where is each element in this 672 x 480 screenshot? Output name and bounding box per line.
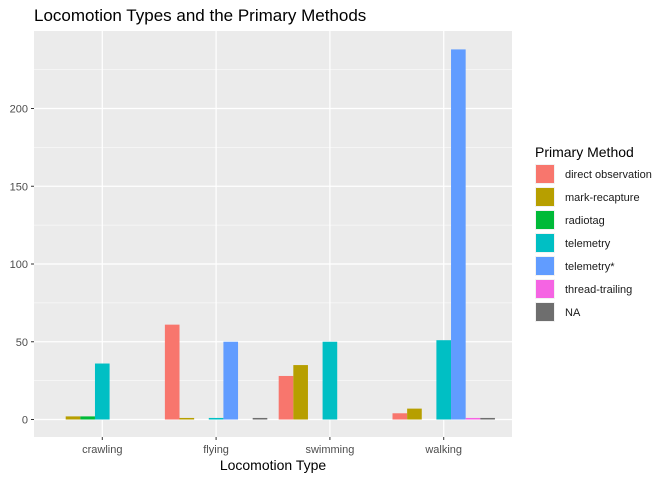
bar-crawling-radiotag xyxy=(80,416,95,420)
plot-panel xyxy=(34,31,512,437)
bar-flying-mark-recapture xyxy=(179,417,195,420)
chart-title: Locomotion Types and the Primary Methods xyxy=(34,6,366,25)
bar-walking-telemetry xyxy=(436,340,452,420)
bar-swimming-telemetry xyxy=(322,341,338,420)
legend-swatch-mark-recapture xyxy=(536,188,554,206)
legend-swatch-telemetry- xyxy=(536,257,554,275)
bar-walking-direct-observation xyxy=(392,413,408,420)
x-tick-label-swimming: swimming xyxy=(305,444,354,456)
legend-label: direct observation xyxy=(565,169,652,181)
y-tick-label: 200 xyxy=(10,104,28,116)
x-axis-title: Locomotion Type xyxy=(220,457,327,473)
bar-crawling-mark-recapture xyxy=(65,416,81,420)
x-tick-label-crawling: crawling xyxy=(82,444,122,456)
legend-swatch-thread-trailing xyxy=(536,280,554,298)
bar-swimming-direct-observation xyxy=(278,375,294,420)
legend-label: telemetry xyxy=(565,238,611,250)
bar-walking-telemetry- xyxy=(451,49,466,420)
y-tick-label: 150 xyxy=(10,181,28,193)
bar-flying-direct-observation xyxy=(164,324,180,420)
y-tick-label: 50 xyxy=(16,337,28,349)
x-axis: crawling flying swimming walking xyxy=(82,437,462,456)
legend-swatch-radiotag xyxy=(536,211,554,229)
legend-label: radiotag xyxy=(565,215,605,227)
bars-layer xyxy=(65,49,495,420)
bar-walking-na xyxy=(480,417,495,420)
bar-flying-telemetry xyxy=(208,417,224,420)
legend-swatch-direct-observation xyxy=(536,165,554,183)
legend-swatch-na xyxy=(536,303,554,321)
legend-label: thread-trailing xyxy=(565,284,632,296)
y-tick-label: 100 xyxy=(10,259,28,271)
legend: Primary Method direct observation mark-re… xyxy=(535,144,652,322)
bar-crawling-telemetry xyxy=(94,363,110,420)
bar-flying-na xyxy=(252,417,268,420)
bar-flying-telemetry- xyxy=(223,341,239,420)
bar-walking-mark-recapture xyxy=(407,408,422,420)
legend-swatch-telemetry xyxy=(536,234,554,252)
bar-swimming-mark-recapture xyxy=(293,365,308,420)
y-axis: 0 50 100 150 200 xyxy=(10,104,34,427)
legend-label: telemetry* xyxy=(565,261,615,273)
x-tick-label-flying: flying xyxy=(203,444,229,456)
x-tick-label-walking: walking xyxy=(424,444,462,456)
legend-label: NA xyxy=(565,307,581,319)
legend-title: Primary Method xyxy=(535,144,634,160)
y-tick-label: 0 xyxy=(22,415,28,427)
legend-label: mark-recapture xyxy=(565,192,640,204)
bar-walking-thread-trailing xyxy=(465,417,481,420)
